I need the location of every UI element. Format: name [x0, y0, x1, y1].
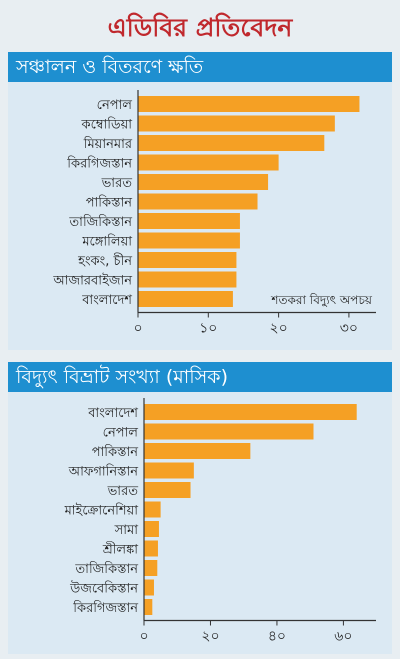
- chart-1-category-label: মিয়ানমার: [83, 136, 133, 152]
- chart-1-title: সঞ্চালন ও বিতরণে ক্ষতি: [8, 52, 392, 82]
- chart-1-category-label: কম্বোডিয়া: [81, 117, 133, 133]
- chart-1-category-label: মঙ্গোলিয়া: [81, 234, 132, 250]
- chart-2-category-label: ভারত: [107, 484, 139, 499]
- chart-1-tick-label: ০: [133, 321, 142, 337]
- chart-2-panel: বাংলাদেশ নেপাল পাকিস্তান আফগানিস্তান ভারত মাই…: [8, 392, 392, 654]
- chart-2-category-label: বাংলাদেশ: [87, 406, 138, 421]
- chart-1-bar-2: [138, 135, 325, 151]
- chart-1-category-label: আজারবাইজান: [52, 273, 132, 289]
- chart-2-bar-3: [144, 462, 194, 479]
- chart-2-category-label: তাজিকিস্তান: [74, 561, 138, 577]
- loss-chart: নেপাল কম্বোডিয়া মিয়ানমার কিরগিজস্তান ভারত প…: [52, 90, 376, 337]
- chart-2-category-label: শ্রীলঙ্কা: [102, 542, 138, 558]
- chart-1-bar-0: [138, 96, 360, 112]
- chart-2-bar-6: [144, 521, 159, 537]
- chart-2-bar-9: [144, 579, 154, 596]
- chart-2-tick-label: ৬০: [334, 629, 352, 645]
- chart-2-category-label: মাইক্রোনেশিয়া: [64, 503, 139, 519]
- chart-2-category-label: উজবেকিস্তান: [69, 581, 138, 597]
- chart-1-panel: নেপাল কম্বোডিয়া মিয়ানমার কিরগিজস্তান ভারত প…: [8, 82, 392, 350]
- chart-1-bar-7: [138, 232, 240, 249]
- chart-2-category-label: পাকিস্তান: [92, 444, 139, 460]
- chart-2-bar-1: [144, 423, 314, 440]
- chart-1-tick-label: ২০: [269, 321, 287, 337]
- chart-2-title: বিদ্যুৎ বিভ্রাট সংখ্যা (মাসিক): [8, 362, 392, 392]
- chart-2-tick-label: ২০: [201, 629, 219, 645]
- chart-1-tick-label: ১০: [199, 321, 217, 337]
- chart-2-bar-8: [144, 560, 158, 576]
- chart-1-bar-5: [138, 193, 258, 210]
- chart-1-bar-3: [138, 154, 279, 171]
- outage-chart: বাংলাদেশ নেপাল পাকিস্তান আফগানিস্তান ভারত মাই…: [64, 398, 376, 645]
- chart-2-category-label: কিরগিজস্তান: [72, 600, 138, 616]
- chart-2-bar-10: [144, 599, 153, 615]
- chart-1-annotation: শতকরা বিদ্যুৎ অপচয়: [270, 293, 373, 308]
- chart-1-category-label: কিরগিজস্তান: [66, 156, 132, 172]
- chart-2-category-label: সামা: [114, 523, 139, 538]
- chart-2-tick-label: ০: [139, 629, 148, 645]
- chart-2-bar-5: [144, 501, 161, 518]
- chart-1-bar-8: [138, 252, 237, 268]
- chart-1-category-label: পাকিস্তান: [86, 195, 133, 211]
- chart-1-category-label: ভারত: [101, 176, 133, 191]
- chart-2-bar-4: [144, 482, 191, 498]
- chart-1-bar-1: [138, 115, 335, 132]
- chart-1-bar-6: [138, 213, 240, 229]
- page-title: এডিবির প্রতিবেদন: [107, 13, 293, 42]
- chart-2-tick-label: ৪০: [268, 629, 286, 645]
- chart-2-bar-7: [144, 540, 158, 557]
- chart-2-bar-0: [144, 404, 357, 420]
- chart-1-bar-4: [138, 174, 269, 190]
- chart-1-bar-10: [138, 291, 233, 307]
- chart-2-category-label: নেপাল: [103, 426, 139, 441]
- chart-1-category-label: তাজিকিস্তান: [68, 214, 132, 230]
- chart-1-category-label: বাংলাদেশ: [81, 293, 132, 308]
- chart-1-category-label: হংকং, চীন: [77, 253, 132, 269]
- chart-2-bar-2: [144, 443, 251, 459]
- chart-2-category-label: আফগানিস্তান: [68, 464, 139, 480]
- chart-1-bar-9: [138, 271, 237, 288]
- chart-1-category-label: নেপাল: [97, 98, 133, 113]
- chart-1-tick-label: ৩০: [340, 321, 358, 337]
